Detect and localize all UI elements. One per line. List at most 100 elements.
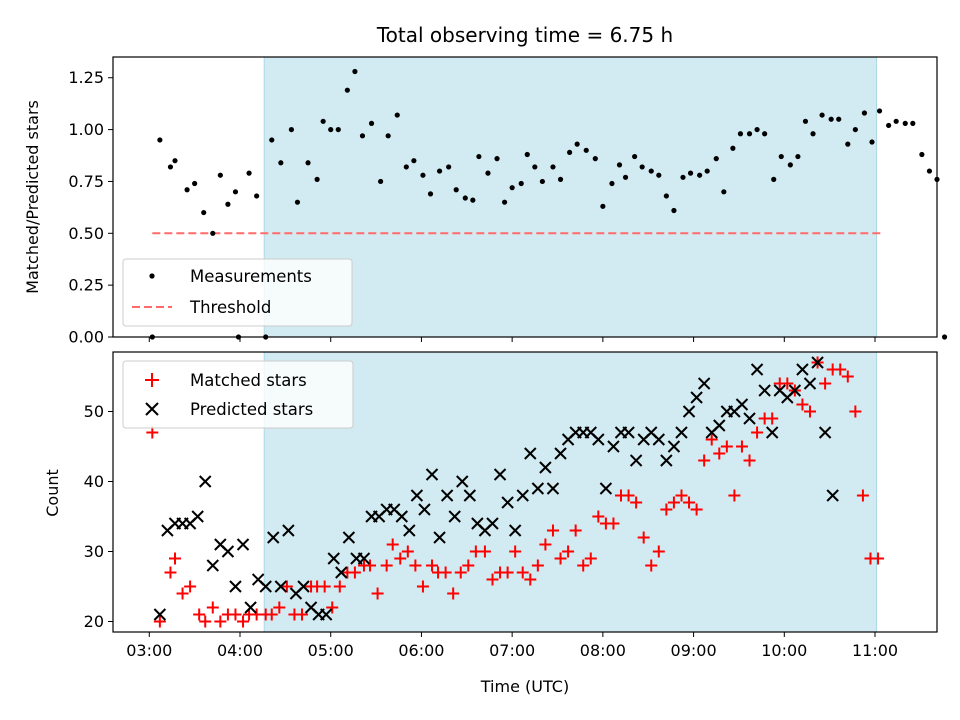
measurement-point xyxy=(810,131,816,137)
measurement-point xyxy=(771,176,777,182)
bottom-x-tick-label: 05:00 xyxy=(308,641,354,660)
measurement-point xyxy=(394,112,400,118)
predicted-star-point xyxy=(267,531,280,544)
predicted-star-point xyxy=(599,482,613,495)
measurement-point xyxy=(288,126,295,133)
matched-star-point xyxy=(796,398,809,411)
measurement-point xyxy=(411,158,417,164)
bottom-legend: Matched stars Predicted stars xyxy=(122,360,354,429)
matched-star-point xyxy=(683,496,696,509)
legend-matched-label: Matched stars xyxy=(190,371,307,390)
matched-star-point xyxy=(439,566,452,579)
predicted-star-point xyxy=(592,433,605,446)
predicted-star-stroke xyxy=(682,405,696,418)
measurement-point xyxy=(648,168,654,174)
bottom-x-tick-label: 10:00 xyxy=(761,641,807,660)
measurement-point xyxy=(539,178,545,185)
matched-star-point xyxy=(577,559,590,572)
matched-star-point xyxy=(766,412,779,425)
matched-star-point xyxy=(478,545,491,558)
predicted-star-stroke xyxy=(599,482,613,495)
predicted-star-stroke xyxy=(425,468,439,481)
top-y-tick-label: 1.00 xyxy=(68,120,104,139)
measurement-point xyxy=(344,87,350,93)
predicted-star-stroke xyxy=(448,510,461,523)
matched-star-point xyxy=(735,440,748,453)
matched-star-point xyxy=(720,440,733,453)
predicted-star-stroke xyxy=(319,608,333,621)
matched-star-point xyxy=(584,552,597,565)
predicted-star-stroke xyxy=(508,524,522,537)
measurement-point xyxy=(713,156,719,162)
matched-star-point xyxy=(819,377,832,390)
legend-measurements-label: Measurements xyxy=(190,267,312,286)
measurement-point xyxy=(574,141,580,147)
matched-star-point xyxy=(531,559,544,572)
measurement-point xyxy=(671,207,677,214)
predicted-star-stroke xyxy=(388,503,401,516)
predicted-star-point xyxy=(675,426,688,439)
predicted-star-stroke xyxy=(251,573,265,586)
measurement-point xyxy=(157,137,163,143)
predicted-star-stroke xyxy=(501,496,514,509)
measurement-point xyxy=(518,180,524,187)
x-axis-label: Time (UTC) xyxy=(480,677,569,696)
predicted-star-point xyxy=(622,426,635,439)
measurement-point xyxy=(246,170,252,176)
measurement-point xyxy=(721,189,727,195)
measurement-point xyxy=(294,199,301,205)
predicted-star-point xyxy=(607,440,620,453)
predicted-star-point xyxy=(796,363,809,376)
top-y-tick-label: 0.75 xyxy=(68,172,104,191)
measurement-point xyxy=(861,110,868,116)
matched-star-point xyxy=(667,496,680,509)
measurement-point xyxy=(550,164,556,170)
matched-star-point xyxy=(206,601,219,614)
predicted-star-stroke xyxy=(607,440,620,453)
measurement-point xyxy=(192,180,198,187)
measurement-point xyxy=(893,118,899,124)
predicted-star-stroke xyxy=(660,454,673,467)
predicted-star-point xyxy=(191,510,204,523)
measurement-point xyxy=(532,164,538,170)
predicted-star-point xyxy=(750,363,764,376)
matched-star-point xyxy=(856,489,869,502)
matched-star-point xyxy=(164,566,177,579)
top-y-tick-label: 0.50 xyxy=(68,224,104,243)
bottom-legend-box xyxy=(122,360,354,429)
bottom-y-tick-label: 20 xyxy=(84,612,104,631)
predicted-star-point xyxy=(811,356,824,369)
predicted-star-stroke xyxy=(531,482,545,495)
predicted-star-point xyxy=(652,433,666,446)
predicted-star-point xyxy=(433,531,446,544)
predicted-star-stroke xyxy=(244,601,257,614)
predicted-star-stroke xyxy=(713,419,726,432)
predicted-star-stroke xyxy=(796,363,809,376)
matched-star-point xyxy=(872,552,885,565)
measurement-point xyxy=(902,120,908,126)
predicted-star-point xyxy=(335,566,348,579)
measurement-point xyxy=(167,164,174,170)
matched-star-point xyxy=(509,545,522,558)
predicted-star-point xyxy=(456,475,469,488)
predicted-star-stroke xyxy=(675,426,688,439)
matched-star-point xyxy=(546,524,559,537)
bottom-axes-frame xyxy=(112,351,938,633)
measurement-point xyxy=(609,180,615,187)
matched-star-point xyxy=(380,559,393,572)
predicted-star-point xyxy=(765,426,779,439)
measurement-point xyxy=(886,122,892,129)
predicted-star-stroke xyxy=(282,524,295,537)
measurement-point xyxy=(737,131,744,137)
matched-star-point xyxy=(348,566,361,579)
bottom-x-tick-label: 08:00 xyxy=(580,641,626,660)
measurement-point xyxy=(524,151,530,158)
legend-threshold-label: Threshold xyxy=(189,298,271,317)
measurement-point xyxy=(687,170,694,176)
predicted-star-point xyxy=(690,391,703,404)
top-y-axis-label: Matched/Predicted stars xyxy=(23,100,42,294)
top-y-tick-label: 1.25 xyxy=(68,68,104,87)
bottom-y-tick-label: 40 xyxy=(84,472,104,491)
predicted-star-stroke xyxy=(788,384,802,397)
